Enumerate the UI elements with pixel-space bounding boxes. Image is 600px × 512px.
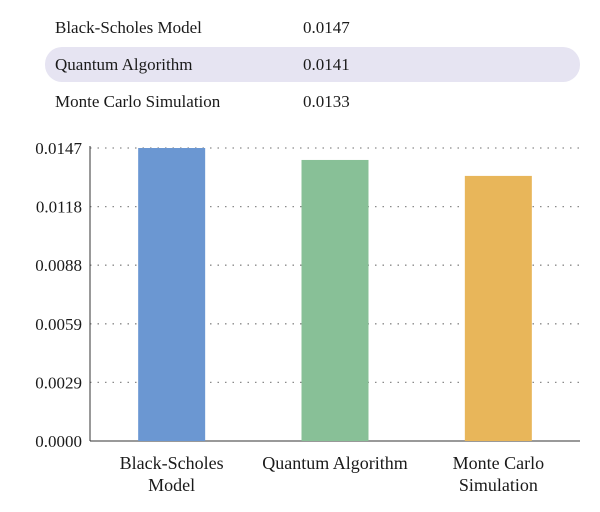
bar-1 — [301, 159, 369, 442]
y-tick-label: 0.0029 — [35, 373, 82, 392]
bar-2 — [464, 175, 532, 441]
summary-row-label: Black-Scholes Model — [55, 18, 202, 37]
x-tick-label: Black-Scholes — [120, 453, 224, 473]
summary-row-monte-carlo: Monte Carlo Simulation 0.0133 — [45, 84, 580, 119]
y-tick-label: 0.0059 — [35, 315, 82, 334]
y-tick-label: 0.0088 — [35, 256, 82, 275]
summary-row-value: 0.0141 — [303, 55, 350, 74]
x-tick-label: Simulation — [459, 475, 538, 495]
summary-row-value: 0.0147 — [303, 18, 350, 37]
summary-table: Black-Scholes Model 0.0147 Quantum Algor… — [45, 10, 580, 121]
summary-row-value: 0.0133 — [303, 92, 350, 111]
bar-0 — [138, 148, 206, 441]
x-tick-label: Quantum Algorithm — [262, 453, 408, 473]
x-tick-label: Monte Carlo — [453, 453, 545, 473]
summary-row-black-scholes: Black-Scholes Model 0.0147 — [45, 10, 580, 45]
bar-chart: 0.0000 0.0029 0.0059 0.0088 0.0118 0.0147 Blac… — [35, 139, 580, 495]
summary-row-label: Monte Carlo Simulation — [55, 92, 221, 111]
x-tick-label: Model — [148, 475, 195, 495]
summary-row-label: Quantum Algorithm — [55, 55, 193, 74]
summary-row-quantum: Quantum Algorithm 0.0141 — [45, 47, 580, 82]
y-tick-label: 0.0000 — [35, 432, 82, 451]
y-tick-label: 0.0147 — [35, 139, 82, 158]
y-tick-label: 0.0118 — [36, 198, 82, 217]
